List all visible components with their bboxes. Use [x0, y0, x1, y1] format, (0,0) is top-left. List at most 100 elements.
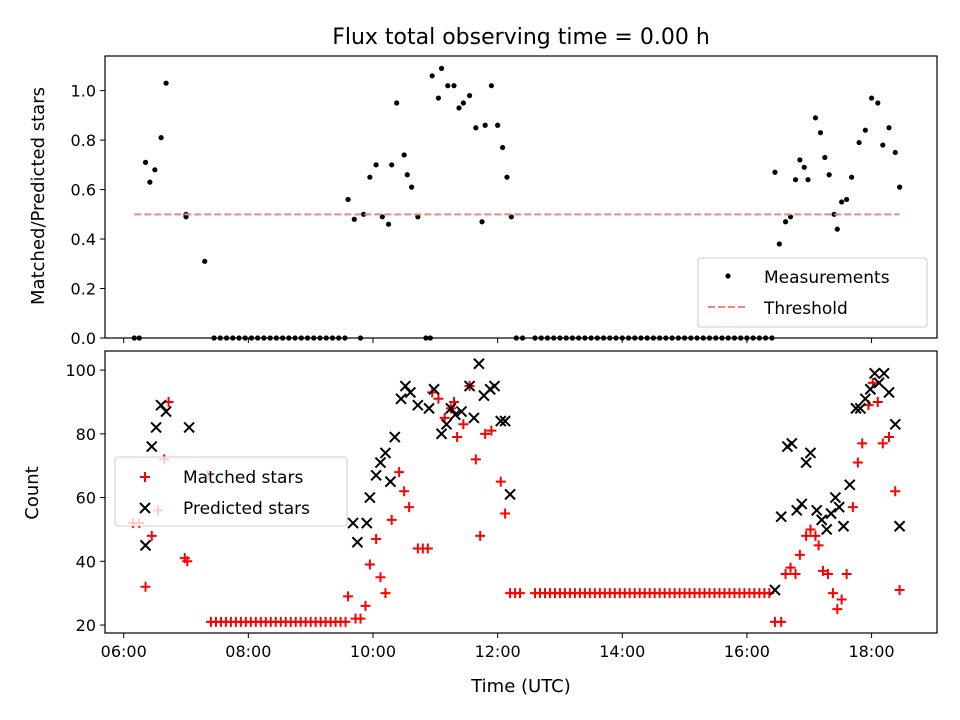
matched-star-point [140, 581, 151, 592]
predicted-star-point [150, 421, 162, 434]
predicted-star-point [800, 456, 812, 469]
matched-star-point [515, 588, 526, 599]
matched-star-point [386, 514, 397, 525]
predicted-star-point [412, 399, 424, 411]
measurement-point [147, 179, 153, 185]
predicted-star-point [463, 380, 476, 392]
predicted-star-point [775, 510, 787, 523]
predicted-star-point [389, 431, 401, 443]
predicted-star-point [859, 393, 872, 405]
bottom-x-tick-label: 12:00 [475, 642, 521, 661]
measurement-point [787, 214, 794, 220]
measurement-point [801, 164, 807, 170]
top-y-axis-label: Matched/Predicted stars [28, 87, 49, 305]
predicted-star-point [499, 415, 511, 427]
measurement-point [202, 258, 208, 264]
measurement-point [812, 115, 819, 121]
predicted-star-point [423, 402, 435, 415]
legend-measurements-label: Measurements [764, 268, 890, 288]
matched-star-point [470, 454, 481, 465]
measurement-point [868, 95, 875, 101]
matched-star-point [780, 569, 791, 580]
measurement-point [844, 196, 850, 203]
bottom-y-tick-label: 20 [76, 616, 96, 635]
predicted-star-point [873, 377, 885, 389]
measurement-point [834, 226, 840, 232]
legend-matched-label: Matched stars [183, 468, 303, 488]
matched-star-point [827, 588, 838, 599]
matched-star-point [458, 419, 469, 430]
matched-star-point [355, 613, 366, 624]
predicted-star-point [445, 402, 457, 415]
matched-star-point [776, 616, 787, 627]
measurement-point [897, 184, 903, 190]
predicted-star-point [488, 380, 501, 392]
measurement-point [500, 144, 506, 151]
measurement-point [435, 95, 442, 101]
measurement-point [822, 154, 828, 161]
bottom-y-tick-label: 40 [76, 552, 96, 571]
predicted-star-point [370, 469, 382, 481]
top-y-tick-label: 0.0 [71, 329, 96, 348]
measurement-point [776, 241, 782, 247]
measurement-point [862, 127, 868, 133]
measurement-point [429, 73, 435, 79]
matched-star-point [343, 591, 354, 602]
bottom-panel: 20 40 60 80 100 06:00 08:00 10:00 12:00 14:00 16:0… [65, 350, 938, 661]
measurement-point [479, 219, 485, 225]
measurement-point [163, 80, 169, 86]
measurement-point [152, 167, 158, 173]
measurement-point [401, 152, 407, 158]
matched-star-point [394, 467, 405, 478]
bottom-x-tick-label: 10:00 [350, 642, 396, 661]
matched-star-point [805, 524, 816, 535]
top-axes-frame [104, 55, 938, 339]
matched-star-point [364, 559, 375, 570]
top-panel: 0.0 0.2 0.4 0.6 0.8 1.0 Measurements Threshold [71, 55, 938, 348]
bottom-x-tick-label: 08:00 [225, 642, 271, 661]
measurement-point [361, 211, 367, 217]
bottom-y-tick-label: 100 [65, 361, 96, 380]
measurement-point [466, 92, 473, 99]
measurement-point [792, 177, 799, 183]
bottom-y-axis-label: Count [22, 466, 43, 519]
measurement-point [379, 214, 385, 220]
predicted-star-point [844, 479, 856, 491]
predicted-star-point [347, 517, 359, 529]
predicted-star-point [820, 523, 833, 536]
matched-star-point [486, 425, 497, 436]
predicted-star-point [811, 504, 823, 517]
top-y-tick-label: 0.8 [71, 131, 96, 150]
measurement-point [409, 184, 415, 190]
measurement-point [495, 122, 501, 128]
top-y-tick-label: 0.6 [71, 181, 96, 200]
predicted-star-point [893, 520, 906, 532]
bottom-x-tick-label: 06:00 [101, 642, 147, 661]
matched-star-point [452, 432, 463, 443]
measurement-point [508, 214, 514, 220]
matched-star-point [375, 572, 386, 583]
matched-star-point [877, 438, 888, 449]
measurement-point [351, 216, 357, 222]
matched-star-point [785, 562, 796, 573]
predicted-star-point [455, 405, 468, 418]
predicted-star-point [361, 517, 373, 529]
matched-star-point [790, 569, 801, 580]
matched-star-point [182, 556, 193, 567]
measurement-point [839, 199, 845, 205]
measurement-point [451, 83, 457, 89]
matched-star-point [371, 534, 382, 544]
measurement-point [488, 83, 494, 89]
matched-star-point [422, 543, 433, 554]
matched-star-point [810, 530, 821, 541]
predicted-star-point [504, 488, 516, 501]
measurement-point [158, 135, 164, 141]
legend-threshold-label: Threshold [763, 299, 848, 319]
measurement-point [482, 122, 488, 128]
predicted-star-point [850, 402, 862, 415]
matched-star-point [360, 600, 371, 611]
legend-matched-marker [140, 472, 150, 482]
matched-star-point [890, 486, 901, 497]
bottom-axes-frame [104, 350, 938, 634]
